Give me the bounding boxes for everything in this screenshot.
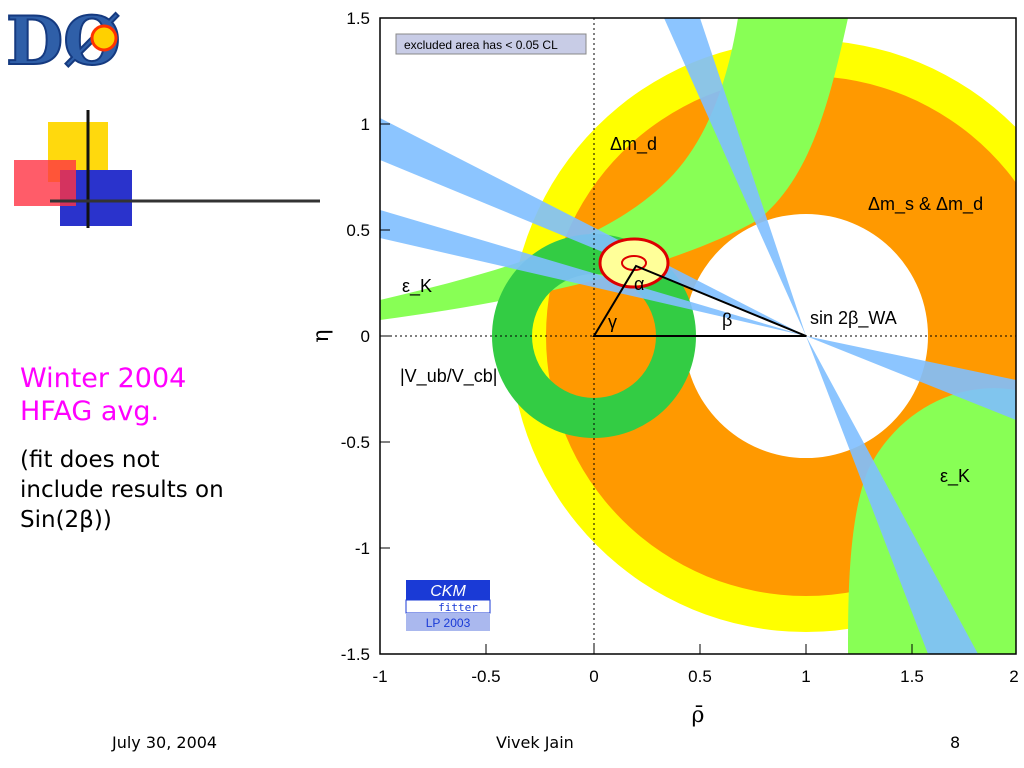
x-tick-label: 2 <box>1009 667 1018 686</box>
gamma-label: γ <box>608 312 617 332</box>
sin2b-band-2 <box>380 210 806 336</box>
x-tick-label: -1 <box>372 667 387 686</box>
epsk-label-upper: ε_K <box>402 276 432 297</box>
badge-line2: fitter <box>438 601 478 614</box>
x-tick-label: 1.5 <box>900 667 924 686</box>
y-tick-label: 1 <box>361 115 370 134</box>
legend-note: excluded area has < 0.05 CL <box>404 38 558 52</box>
x-tick-label: 1 <box>801 667 810 686</box>
ckmfitter-badge: CKM fitter LP 2003 <box>405 580 491 631</box>
legend-note-box <box>395 33 587 55</box>
slide-decoration <box>14 110 320 228</box>
footer-author: Vivek Jain <box>496 733 574 752</box>
x-tick-label: 0.5 <box>688 667 712 686</box>
vub-label: |V_ub/V_cb| <box>400 366 497 387</box>
beta-label: β <box>722 310 732 330</box>
ckm-plot: -1 -0.5 0 0.5 1 1.5 2 1.5 1 0.5 0 -0.5 -… <box>309 9 1019 728</box>
x-ticks <box>379 644 1017 654</box>
sin2b-band-4 <box>806 336 1016 420</box>
badge-line1: CKM <box>430 583 466 600</box>
alpha-label: α <box>634 274 644 294</box>
fit-contour-outer <box>598 237 670 289</box>
y-tick-label: -1.5 <box>341 645 370 664</box>
y-axis-label: η <box>309 329 334 342</box>
epsk-band-lower <box>848 388 1016 654</box>
epsk-label-lower: ε_K <box>940 466 970 487</box>
dms-dmd-label: Δm_s & Δm_d <box>868 194 983 215</box>
y-tick-label: -0.5 <box>341 433 370 452</box>
epsk-band-upper <box>380 18 848 320</box>
caption-title: Winter 2004 HFAG avg. <box>20 363 187 427</box>
footer-date: July 30, 2004 <box>112 733 218 752</box>
sin2b-band-3 <box>664 18 806 336</box>
y-tick-label: -1 <box>355 539 370 558</box>
sin2b-band-1 <box>380 118 806 336</box>
dmd-label: Δm_d <box>610 134 657 155</box>
constraint-regions <box>380 18 1016 654</box>
sin2b-band-5 <box>806 336 978 654</box>
y-ticks <box>380 17 390 655</box>
x-tick-label: -0.5 <box>471 667 500 686</box>
x-axis-label: ρ̄ <box>692 703 705 728</box>
x-tick-label: 0 <box>589 667 598 686</box>
sin2b-label: sin 2β_WA <box>810 308 897 329</box>
y-tick-label: 1.5 <box>346 9 370 28</box>
footer-page-number: 8 <box>950 733 961 752</box>
d0-logo: DØ <box>4 2 140 74</box>
badge-line3: LP 2003 <box>426 616 471 630</box>
y-tick-label: 0.5 <box>346 221 370 240</box>
caption-note: (fit does not include results on Sin(2β)… <box>20 447 224 533</box>
y-tick-label: 0 <box>361 327 370 346</box>
